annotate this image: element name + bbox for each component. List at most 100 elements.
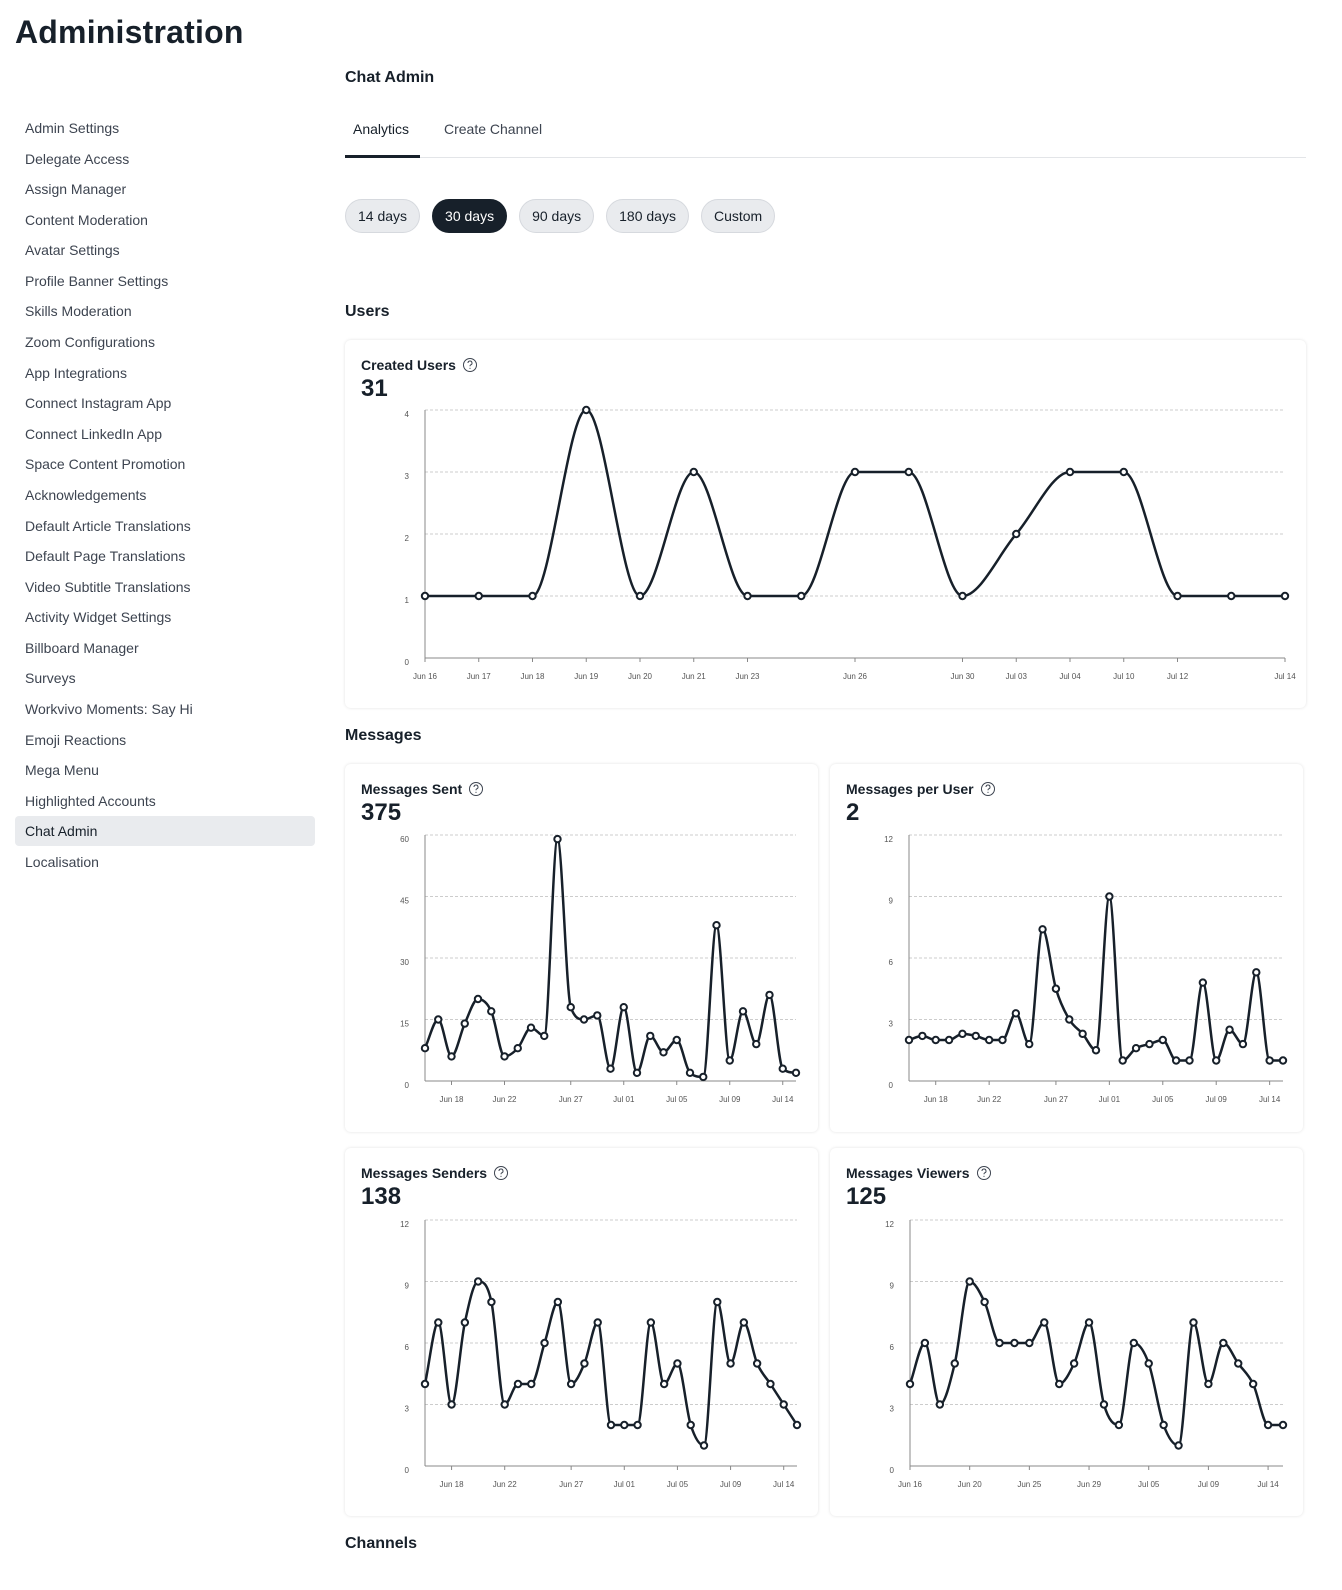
sidebar-item[interactable]: Mega Menu: [25, 762, 99, 779]
point: [672, 1035, 681, 1045]
point: [980, 1297, 989, 1307]
x-tick-label: Jun 18: [440, 1480, 465, 1489]
sidebar-item[interactable]: App Integrations: [25, 364, 127, 381]
x-tick-label: Jul 01: [613, 1095, 635, 1104]
sidebar-item[interactable]: Emoji Reactions: [25, 731, 127, 748]
point: [743, 591, 752, 601]
sidebar-item[interactable]: Video Subtitle Translations: [25, 578, 191, 595]
sidebar-item[interactable]: Highlighted Accounts: [25, 792, 156, 809]
sidebar-item[interactable]: Assign Manager: [25, 181, 127, 198]
range-button[interactable]: Custom: [700, 199, 776, 233]
point: [686, 1420, 695, 1430]
point: [473, 994, 483, 1004]
point: [984, 1035, 994, 1045]
point: [1212, 1056, 1221, 1065]
x-tick-label: Jul 09: [1198, 1480, 1220, 1489]
point: [420, 1379, 430, 1389]
point: [1158, 1035, 1167, 1045]
sidebar-item[interactable]: Profile Banner Settings: [25, 272, 169, 289]
point: [1038, 925, 1047, 934]
x-tick-label: Jun 26: [843, 672, 868, 681]
y-tick-label: 12: [884, 835, 893, 844]
y-tick-label: 0: [890, 1466, 895, 1475]
section-title: Chat Admin: [345, 69, 435, 86]
point: [1171, 1056, 1181, 1065]
sidebar-item[interactable]: Connect Instagram App: [25, 395, 172, 412]
sidebar-item[interactable]: Zoom Configurations: [25, 334, 155, 351]
x-tick-label: Jul 05: [667, 1480, 689, 1489]
x-tick-label: Jul 01: [614, 1480, 636, 1489]
help-icon-dot: [475, 791, 477, 793]
point: [1131, 1044, 1141, 1053]
point: [850, 467, 860, 477]
sidebar-item[interactable]: Workvivo Moments: Say Hi: [25, 701, 193, 718]
range-button[interactable]: 14 days: [345, 199, 421, 233]
sidebar-item[interactable]: Content Moderation: [25, 211, 148, 228]
sidebar-item[interactable]: Localisation: [25, 853, 99, 870]
point: [1055, 1379, 1064, 1389]
point: [620, 1420, 629, 1430]
chart-card: 0 3 6 9 12 Jun 18 Jun 22 Jun 27 Jul 01 Jul 05 Jul …: [830, 764, 1303, 1132]
point: [566, 1003, 575, 1012]
point: [713, 1297, 722, 1307]
point: [791, 1068, 801, 1077]
point: [500, 1400, 509, 1409]
sidebar-item[interactable]: Acknowledgements: [25, 486, 147, 503]
point: [1189, 1318, 1198, 1327]
point: [1091, 1046, 1101, 1055]
point: [513, 1379, 523, 1389]
sidebar-item[interactable]: Avatar Settings: [25, 242, 120, 259]
sidebar-item[interactable]: Skills Moderation: [25, 303, 132, 320]
chart-total: 2: [846, 799, 860, 826]
point: [797, 591, 806, 601]
y-tick-label: 60: [400, 835, 409, 844]
point: [632, 1068, 642, 1077]
x-tick-label: Jul 05: [1138, 1480, 1160, 1489]
y-tick-label: 15: [400, 1020, 409, 1029]
y-tick-label: 0: [405, 1466, 410, 1475]
y-tick-label: 3: [889, 1020, 894, 1029]
chart: 0 3 6 9 12 Jun 18 Jun 22 Jun 27 Jul 01 Jul 05 Jul …: [884, 782, 1288, 1104]
point: [998, 1035, 1007, 1045]
y-tick-label: 12: [885, 1220, 894, 1229]
sidebar-item[interactable]: Surveys: [25, 670, 76, 687]
point: [752, 1359, 762, 1368]
x-tick-label: Jun 22: [492, 1095, 517, 1104]
range-button[interactable]: 30 days: [432, 199, 508, 233]
range-button[interactable]: 90 days: [519, 199, 595, 233]
sidebar-item[interactable]: Default Page Translations: [25, 548, 186, 565]
tab[interactable]: Analytics: [353, 121, 410, 137]
sidebar-item[interactable]: Billboard Manager: [25, 639, 139, 656]
point: [1078, 1029, 1087, 1039]
y-tick-label: 6: [405, 1343, 410, 1352]
help-icon-glyph: [985, 784, 991, 791]
point: [473, 1277, 483, 1286]
x-tick-label: Jul 14: [772, 1095, 794, 1104]
chart-card: 0 15 30 45 60 Jun 18 Jun 22 Jun 27 Jul 01 Jul 05 J…: [345, 764, 818, 1132]
sidebar-item[interactable]: Admin Settings: [25, 120, 120, 136]
point: [1065, 1015, 1074, 1024]
sidebar-item[interactable]: Connect LinkedIn App: [25, 425, 162, 442]
point: [905, 1379, 915, 1389]
sidebar-item[interactable]: Default Article Translations: [25, 517, 191, 534]
tab[interactable]: Create Channel: [444, 121, 543, 137]
point: [447, 1052, 456, 1061]
sidebar-item[interactable]: Activity Widget Settings: [25, 609, 172, 626]
sidebar-item[interactable]: Chat Admin: [25, 823, 98, 840]
point: [619, 1003, 628, 1012]
y-tick-label: 3: [890, 1405, 895, 1414]
point: [673, 1359, 682, 1368]
point: [1159, 1420, 1168, 1430]
y-tick-label: 6: [889, 958, 894, 967]
sidebar-item[interactable]: Space Content Promotion: [25, 456, 186, 473]
help-icon: [463, 358, 477, 372]
point: [935, 1400, 945, 1409]
point: [689, 467, 698, 477]
y-tick-label: 9: [405, 1282, 410, 1291]
range-button[interactable]: 180 days: [606, 199, 689, 233]
point: [580, 1359, 589, 1368]
chart: 0 15 30 45 60 Jun 18 Jun 22 Jun 27 Jul 01 Jul 05 J…: [400, 782, 801, 1104]
sidebar-item[interactable]: Delegate Access: [25, 150, 130, 167]
x-tick-label: Jun 27: [559, 1095, 584, 1104]
